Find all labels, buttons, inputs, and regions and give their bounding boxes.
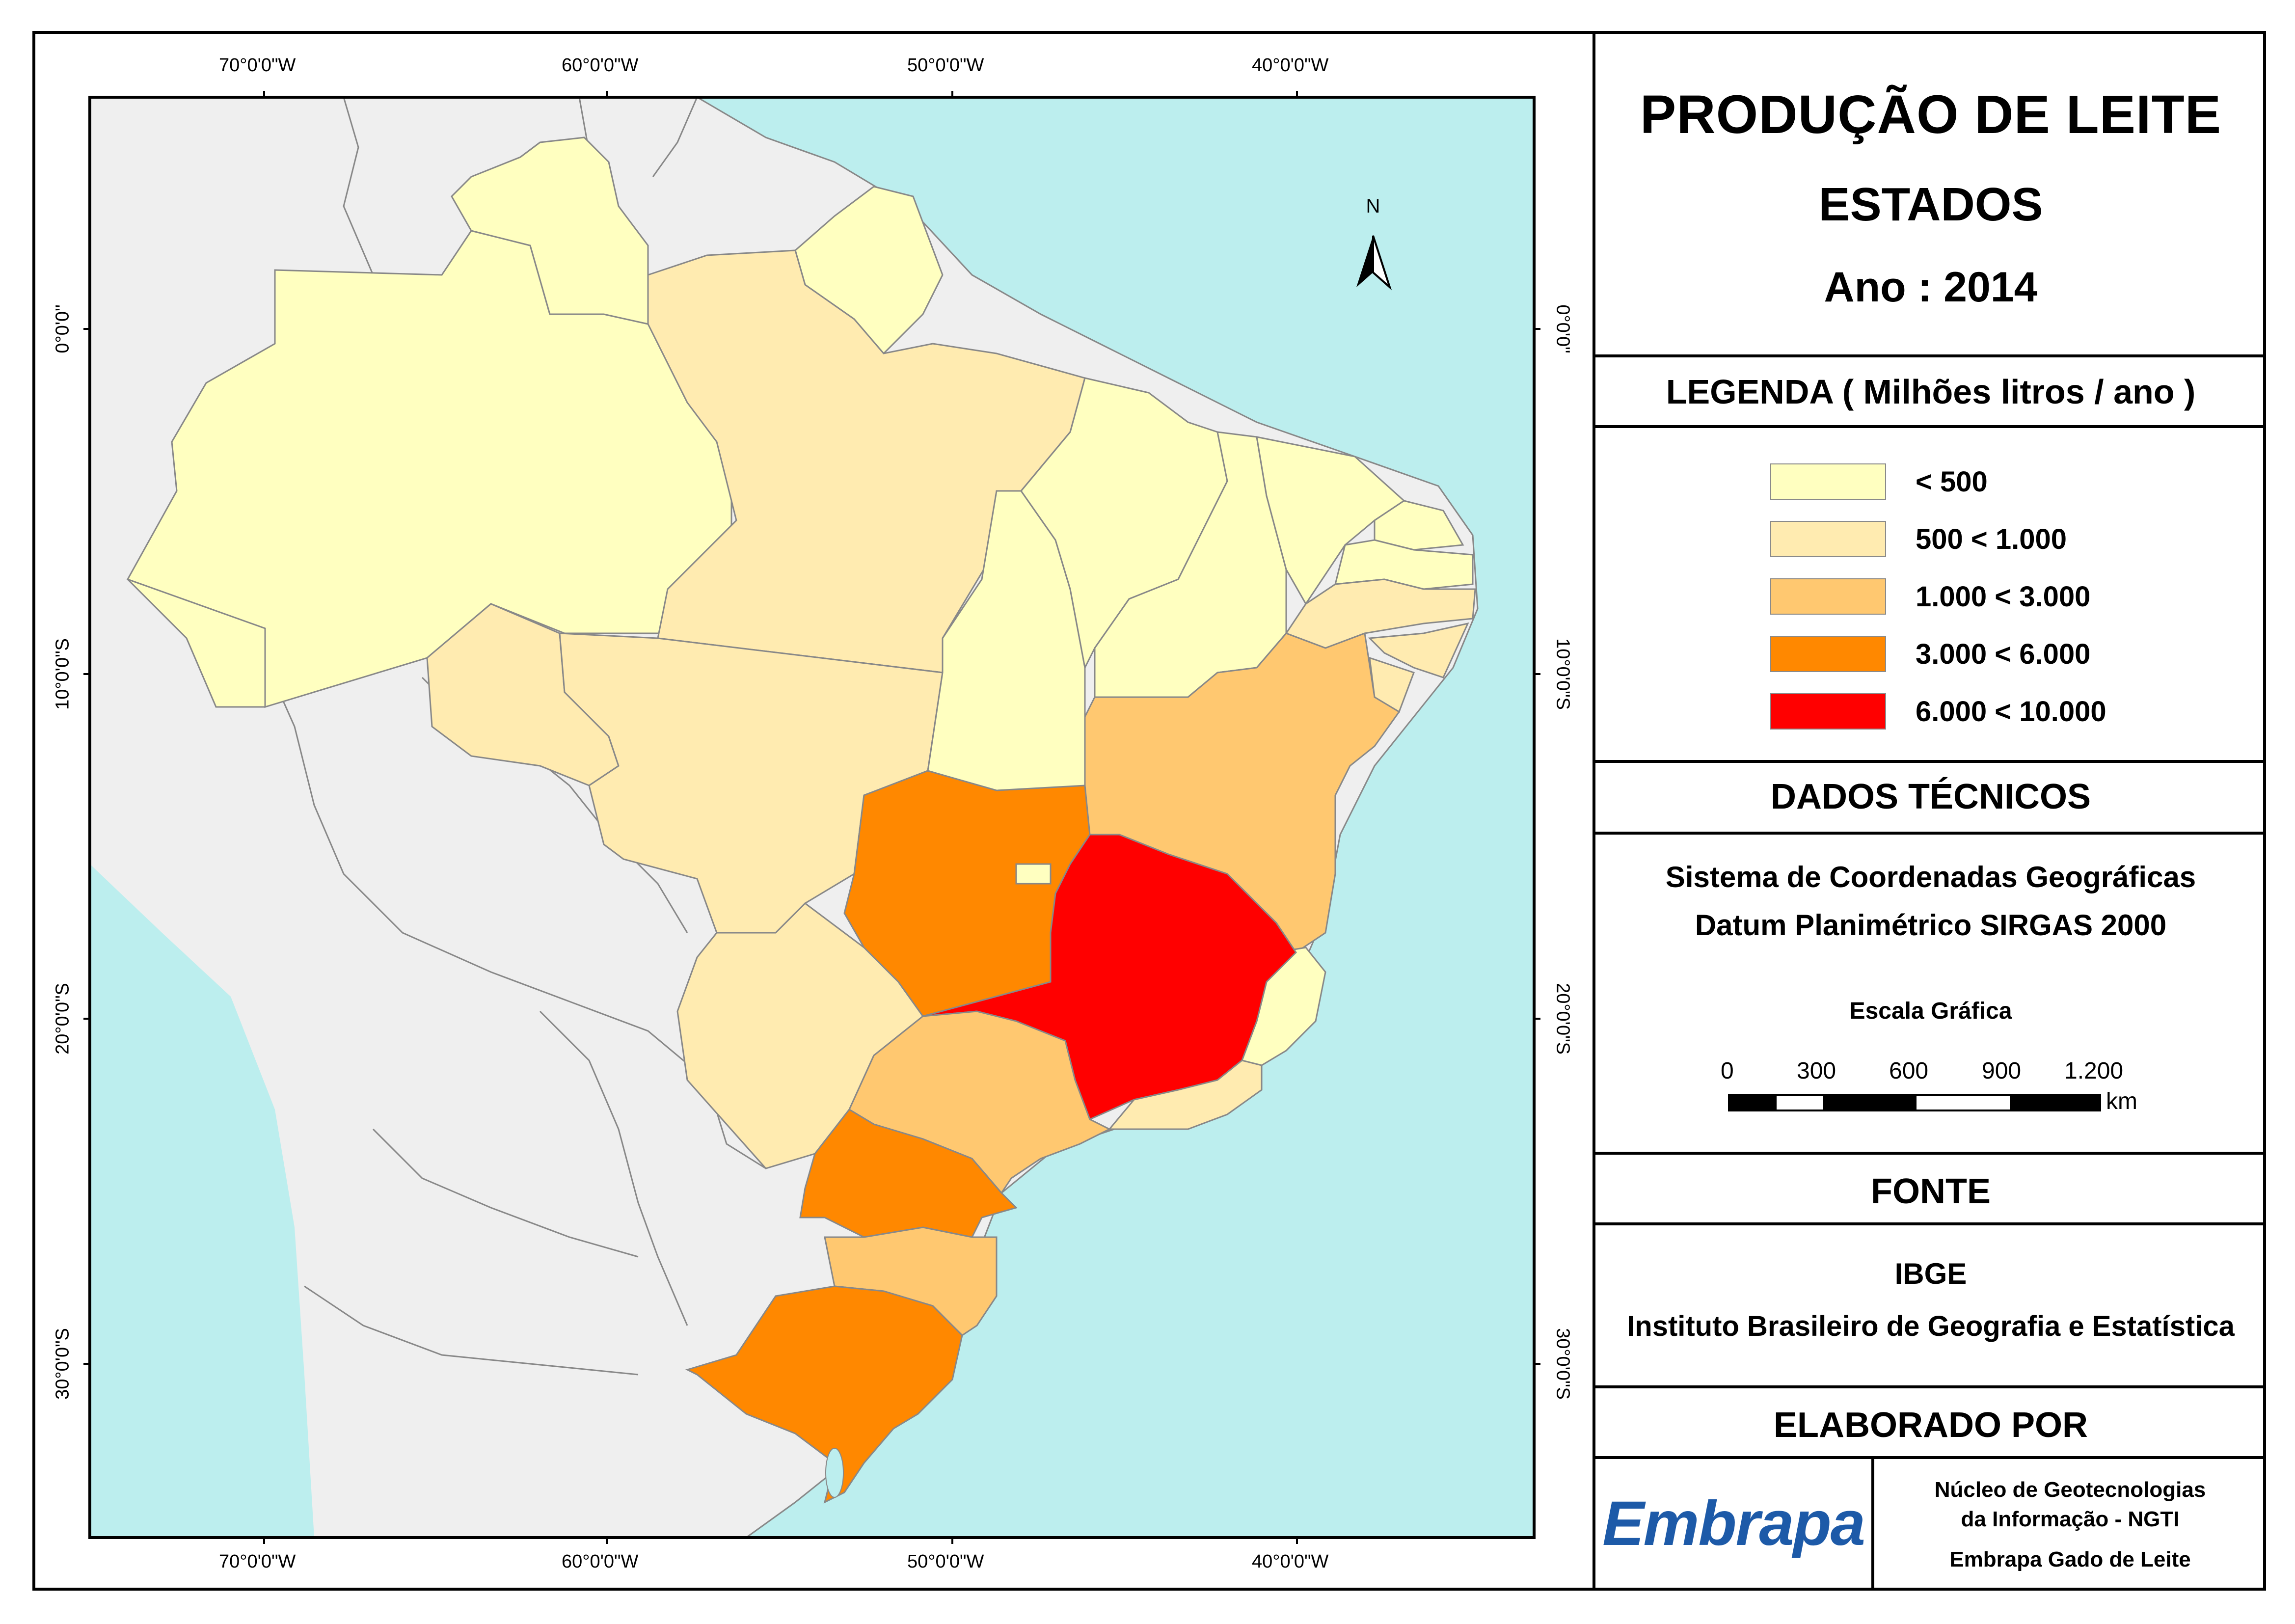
map-neatline (88, 96, 1536, 1539)
scale-unit: km (2106, 1088, 2137, 1114)
map-year: Ano : 2014 (1824, 264, 2038, 311)
source-heading: FONTE (1871, 1172, 1991, 1211)
state-ceara (1256, 436, 1405, 605)
source-line2: Instituto Brasileiro de Geografia e Esta… (1627, 1310, 2235, 1342)
lon-label-bottom-70w: 70°0'0"W (219, 1551, 296, 1572)
state-acre (127, 578, 266, 708)
legend-item-2: 500 < 1.000 (1770, 521, 2067, 557)
legend-swatch-2 (1770, 521, 1886, 557)
lon-label-top-70w: 70°0'0"W (219, 55, 296, 76)
divider-credits-vertical (1871, 1456, 1874, 1591)
legend-label-5: 6.000 < 10.000 (1916, 695, 2106, 728)
divider-source (1595, 1385, 2266, 1388)
legend-heading: LEGENDA ( Milhões litros / ano ) (1666, 373, 2196, 411)
lon-label-bottom-40w: 40°0'0"W (1252, 1551, 1329, 1572)
divider-credits-head (1595, 1456, 2266, 1459)
embrapa-logo: Embrapa (1595, 1459, 1871, 1588)
brazil-states (126, 136, 1476, 1504)
legend-item-3: 1.000 < 3.000 (1770, 578, 2090, 615)
neighbor-borders (215, 97, 766, 1376)
legend-label-2: 500 < 1.000 (1916, 523, 2067, 555)
datum: Datum Planimétrico SIRGAS 2000 (1695, 909, 2167, 942)
credits-line2: da Informação - NGTI (1961, 1507, 2180, 1531)
lagoa-mirim (825, 1448, 844, 1498)
panel-divider (1593, 31, 1595, 1591)
pacific-ocean (90, 864, 314, 1538)
north-label: N (1366, 195, 1380, 217)
state-alagoas (1368, 622, 1469, 678)
scale-tick-300: 300 (1797, 1058, 1836, 1084)
credits-line1: Núcleo de Geotecnologias (1934, 1478, 2206, 1502)
lon-label-top-50w: 50°0'0"W (907, 55, 984, 76)
scale-bar (1728, 1094, 2101, 1111)
state-rio-de-janeiro (1107, 1059, 1263, 1130)
legend-swatch-5 (1770, 693, 1886, 730)
legend-item-1: < 500 (1770, 463, 1988, 500)
scale-title: Escala Gráfica (1849, 998, 2012, 1024)
map-subtitle: ESTADOS (1818, 178, 2043, 231)
state-roraima (451, 136, 649, 325)
source-line1: IBGE (1894, 1257, 1967, 1290)
lon-label-bottom-60w: 60°0'0"W (562, 1551, 639, 1572)
divider-legend (1595, 760, 2266, 763)
scale-tick-900: 900 (1982, 1058, 2022, 1084)
divider-legend-head (1595, 425, 2266, 428)
legend-label-1: < 500 (1916, 465, 1988, 498)
state-parana (799, 1109, 1018, 1238)
lon-label-bottom-50w: 50°0'0"W (907, 1551, 984, 1572)
embrapa-logo-text: Embrapa (1602, 1488, 1865, 1559)
lon-label-top-60w: 60°0'0"W (562, 55, 639, 76)
coord-system: Sistema de Coordenadas Geográficas (1665, 861, 2196, 893)
north-arrow-icon (1356, 235, 1392, 291)
legend-item-4: 3.000 < 6.000 (1770, 636, 2090, 672)
scale-tick-0: 0 (1721, 1058, 1734, 1084)
divider-source-head (1595, 1222, 2266, 1225)
state-rio-grande-do-sul (685, 1285, 963, 1504)
legend-swatch-4 (1770, 636, 1886, 672)
credits-heading: ELABORADO POR (1773, 1406, 2088, 1445)
divider-tech (1595, 1152, 2266, 1155)
lon-label-top-40w: 40°0'0"W (1252, 55, 1329, 76)
legend-label-3: 1.000 < 3.000 (1916, 580, 2091, 613)
technical-heading: DADOS TÉCNICOS (1770, 777, 2091, 816)
legend-label-4: 3.000 < 6.000 (1916, 638, 2091, 670)
legend-swatch-1 (1770, 463, 1886, 500)
divider-tech-head (1595, 832, 2266, 835)
divider-title (1595, 354, 2266, 357)
graticule-ticks (83, 91, 1540, 1544)
legend-item-5: 6.000 < 10.000 (1770, 693, 2106, 730)
legend-swatch-3 (1770, 578, 1886, 615)
state-distrito-federal (1015, 863, 1052, 885)
scale-tick-600: 600 (1889, 1058, 1929, 1084)
scale-tick-1200: 1.200 (2064, 1058, 2124, 1084)
map-title: PRODUÇÃO DE LEITE (1640, 84, 2222, 145)
credits-line3: Embrapa Gado de Leite (1949, 1547, 2191, 1571)
outer-frame (32, 31, 2266, 1591)
